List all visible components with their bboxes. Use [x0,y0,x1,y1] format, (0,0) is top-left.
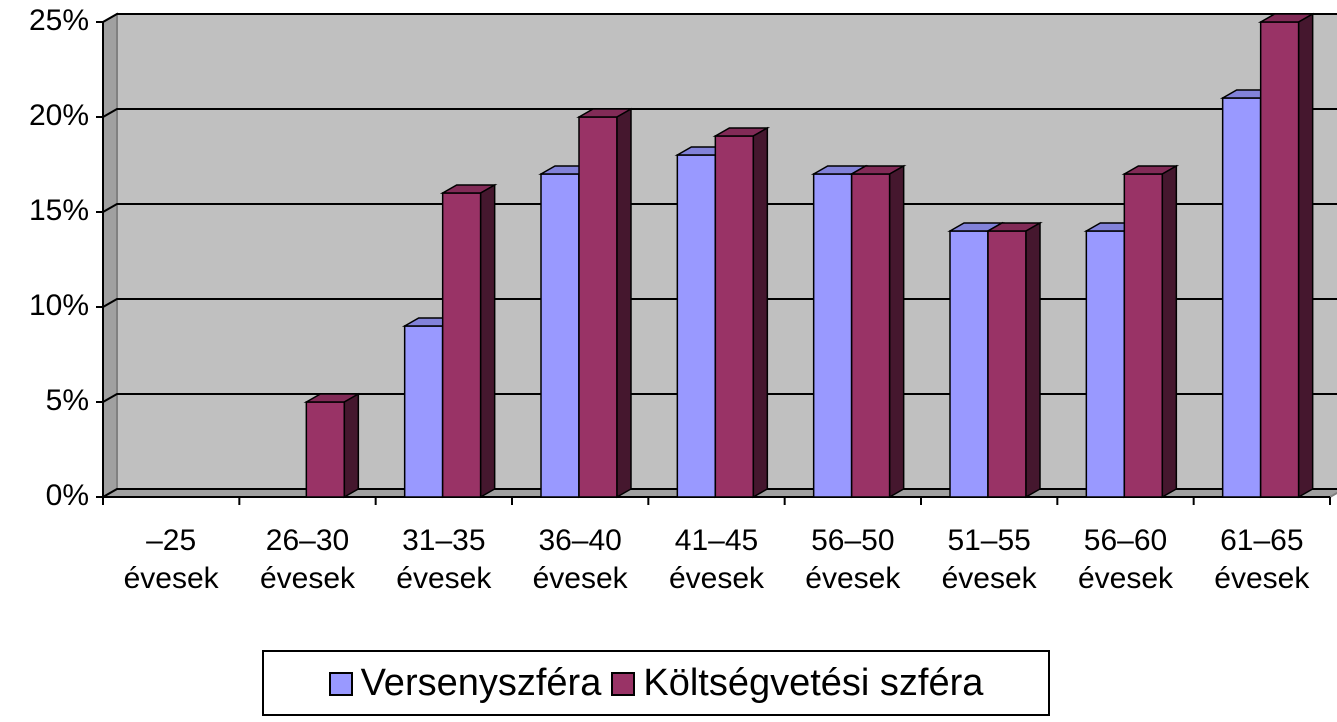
grid-line [102,488,1337,498]
grid-line [102,108,1337,118]
bar [576,107,634,499]
bar-side [479,183,496,499]
bar [848,164,907,499]
x-tick-label: 41–45 évesek [668,524,765,595]
bar-front [1085,230,1126,498]
bar-front [540,173,580,498]
bar [303,392,362,499]
legend-label: Versenyszféra [360,661,602,704]
bar-side [1025,221,1041,499]
bar-side [343,392,360,499]
y-tick-label: 10% [29,289,89,322]
bar-front [1259,21,1300,498]
bar-side [1161,164,1178,499]
y-tick-label: 20% [29,99,89,132]
bar [439,183,498,499]
bar-front [949,230,989,498]
grid-line [102,203,1337,213]
grid-line [102,393,1337,403]
legend-swatch [328,672,353,697]
bar-front [714,135,755,498]
x-tick-label: 51–55 évesek [941,524,1037,595]
grid-line [102,13,1337,23]
bar-front [676,154,717,498]
bar-front [1123,173,1164,498]
bar-front [987,230,1027,498]
legend: Versenyszféra Költségvetési szféra [262,650,1050,716]
legend-label: Költségvetési szféra [643,661,984,704]
bar-front [403,325,444,498]
grid-line [102,298,1337,308]
bar [985,221,1043,499]
bar-side [616,107,632,499]
x-tick-label: 56–60 évesek [1077,524,1174,595]
x-tick-label: 31–35 évesek [396,524,492,595]
bar-side [1297,12,1314,499]
bar-side [752,126,769,499]
x-tick-label: 61–65 évesek [1214,524,1310,595]
x-tick-label: 56–50 évesek [805,524,901,595]
x-tick-label: –25 évesek [123,524,219,595]
bar-front [305,401,346,498]
bar-front [578,116,618,498]
bar [712,126,771,499]
y-tick-label: 5% [46,384,89,417]
bar [1121,164,1180,499]
side-wall [102,12,118,499]
legend-item: Költségvetési szféra [611,662,983,705]
y-tick-label: 25% [29,4,89,37]
bar-front [1221,97,1262,498]
y-tick-label: 0% [46,479,89,512]
bar-front [441,192,482,498]
bar [1257,12,1316,499]
bar-side [888,164,905,499]
bar-front [850,173,891,498]
legend-swatch [611,672,636,697]
x-tick-label: 36–40 évesek [532,524,628,595]
y-tick-label: 15% [29,194,89,227]
legend-item: Versenyszféra [328,661,602,705]
bar-front [812,173,853,498]
x-tick-label: 26–30 évesek [259,524,356,595]
